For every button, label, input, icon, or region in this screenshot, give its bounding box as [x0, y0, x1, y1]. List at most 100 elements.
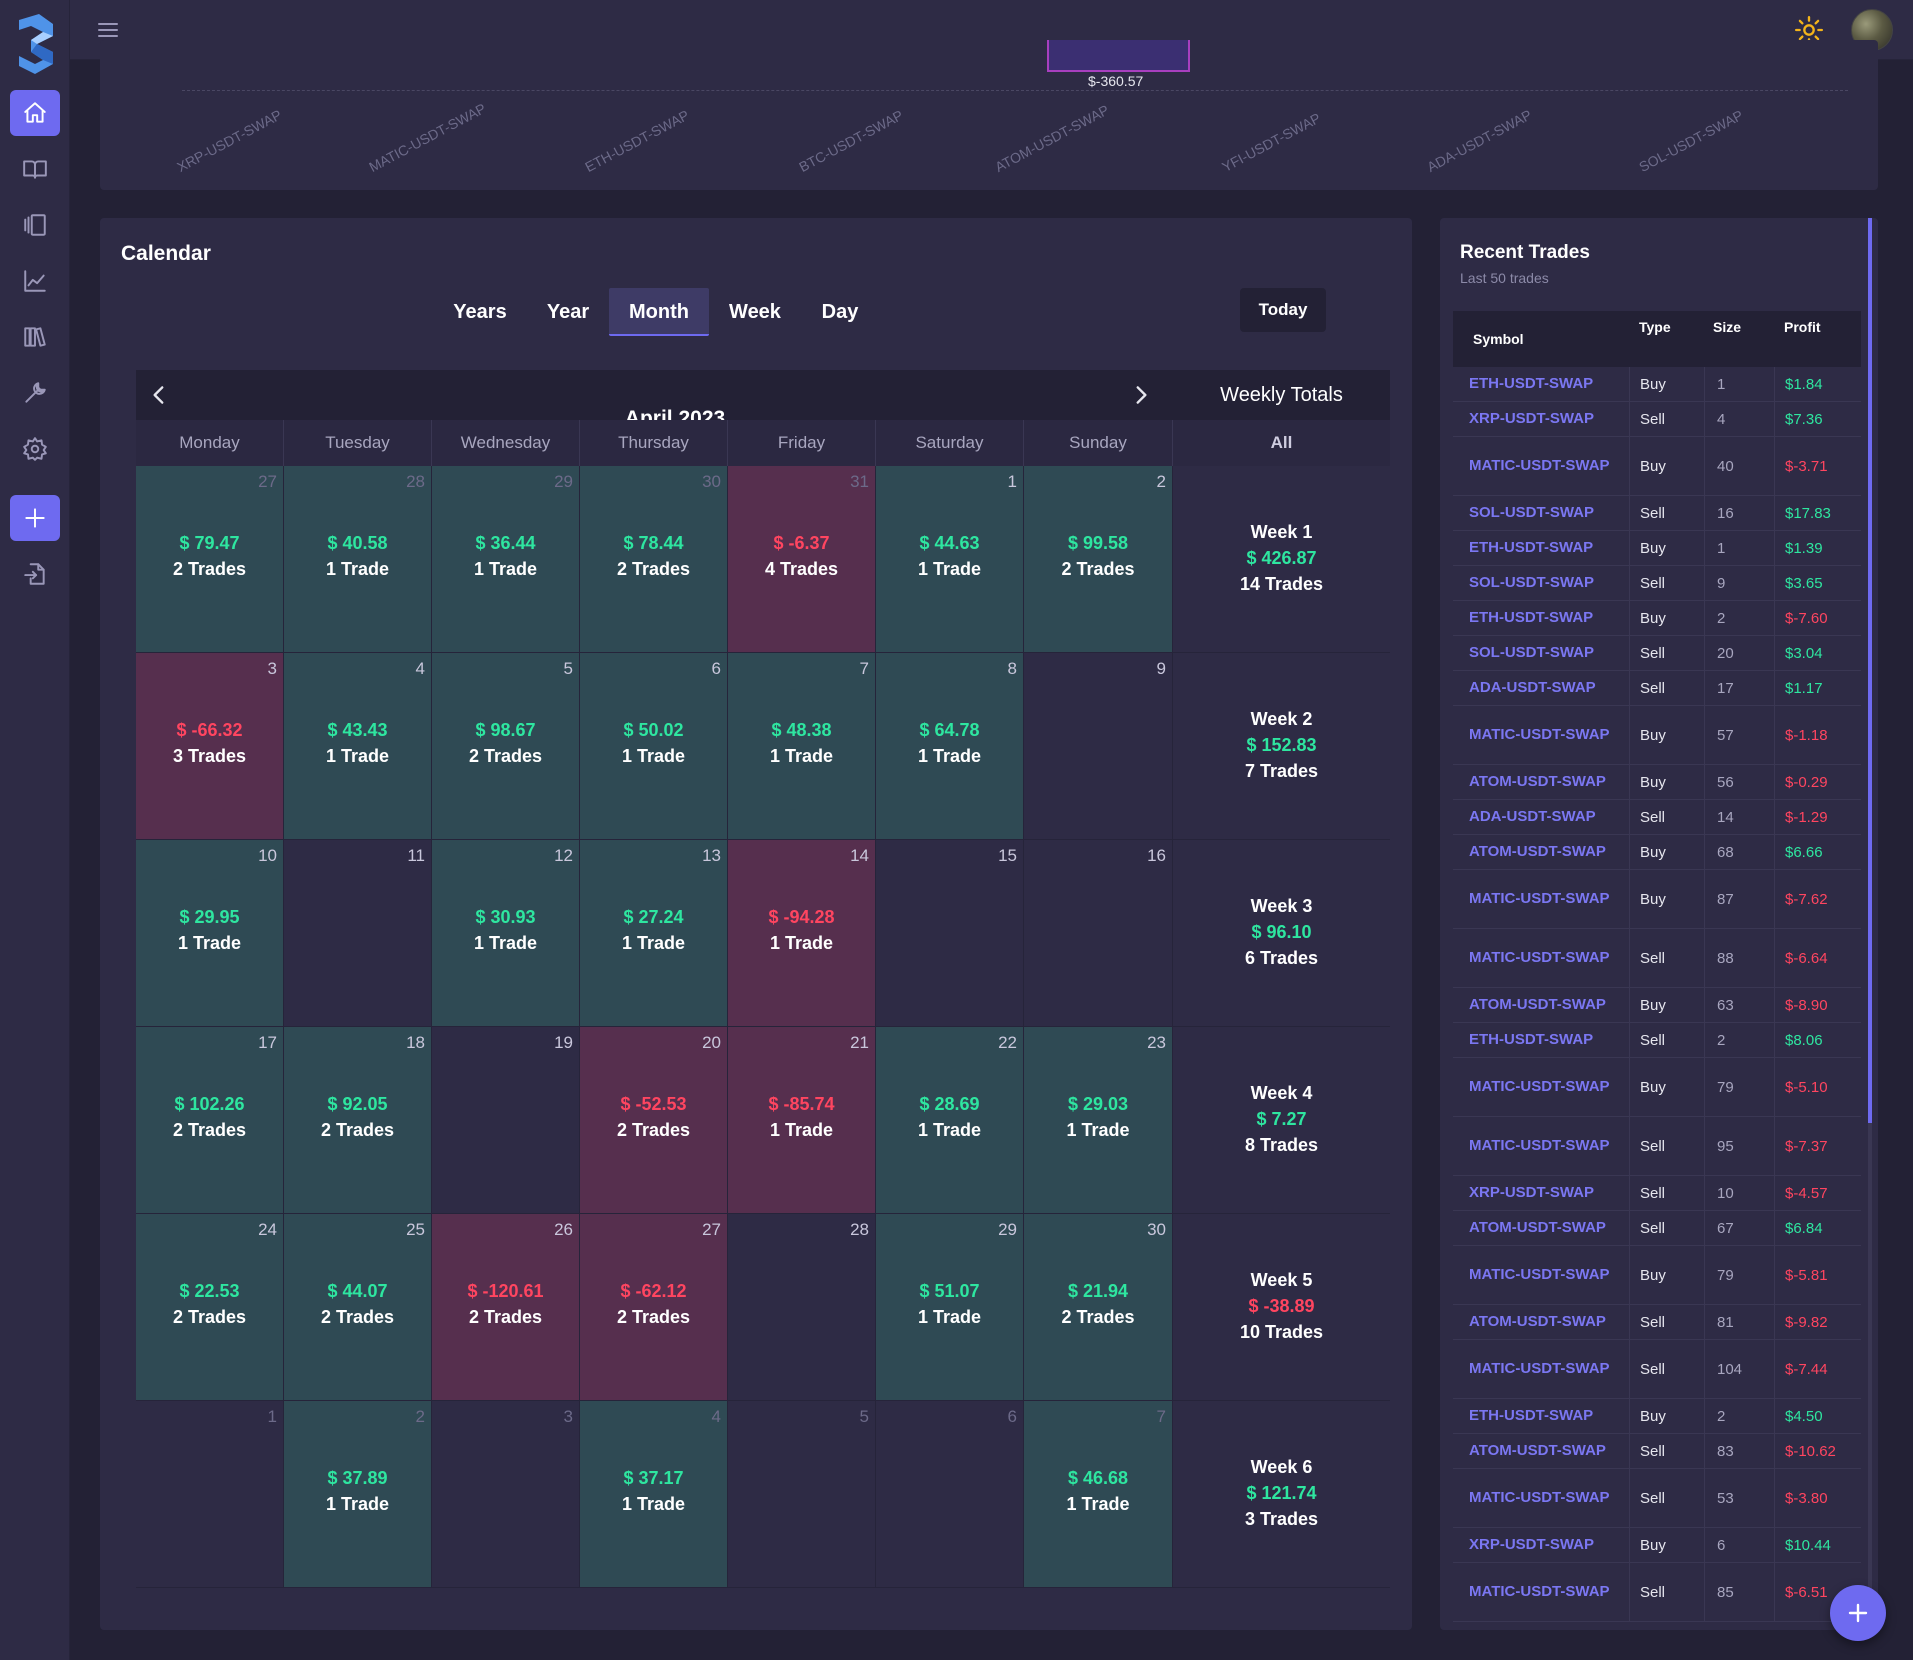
tab-year[interactable]: Year [546, 301, 590, 323]
tab-years[interactable]: Years [453, 301, 507, 323]
calendar-day-cell[interactable]: 11 [284, 840, 432, 1027]
calendar-day-cell[interactable]: 30 $ 78.44 2 Trades [580, 466, 728, 653]
trade-row[interactable]: ETH-USDT-SWAP Buy 2 $-7.60 [1453, 601, 1861, 636]
sidebar-item-playbooks[interactable] [10, 202, 60, 248]
trade-row[interactable]: ETH-USDT-SWAP Buy 2 $4.50 [1453, 1399, 1861, 1434]
weekly-total-cell[interactable]: Week 5 $ -38.89 10 Trades [1173, 1214, 1390, 1401]
trade-row[interactable]: MATIC-USDT-SWAP Buy 57 $-1.18 [1453, 706, 1861, 765]
column-size[interactable]: Size [1713, 319, 1742, 335]
calendar-day-cell[interactable]: 6 [876, 1401, 1024, 1588]
trade-row[interactable]: ATOM-USDT-SWAP Buy 63 $-8.90 [1453, 988, 1861, 1023]
weekly-total-cell[interactable]: Week 4 $ 7.27 8 Trades [1173, 1027, 1390, 1214]
trade-row[interactable]: XRP-USDT-SWAP Sell 10 $-4.57 [1453, 1176, 1861, 1211]
sidebar-item-home[interactable] [10, 90, 60, 136]
weekly-total-cell[interactable]: Week 1 $ 426.87 14 Trades [1173, 466, 1390, 653]
calendar-day-cell[interactable]: 31 $ -6.37 4 Trades [728, 466, 876, 653]
today-button[interactable]: Today [1240, 288, 1326, 332]
sidebar-item-settings[interactable] [10, 426, 60, 472]
calendar-day-cell[interactable]: 2 $ 99.58 2 Trades [1024, 466, 1173, 653]
trade-symbol-link[interactable]: ETH-USDT-SWAP [1453, 601, 1630, 635]
trade-row[interactable]: ETH-USDT-SWAP Buy 1 $1.84 [1453, 367, 1861, 402]
calendar-day-cell[interactable]: 27 $ -62.12 2 Trades [580, 1214, 728, 1401]
chevron-left-icon[interactable] [146, 382, 172, 408]
floating-add-button[interactable] [1830, 1585, 1886, 1641]
trade-symbol-link[interactable]: SOL-USDT-SWAP [1453, 496, 1630, 530]
calendar-day-cell[interactable]: 29 $ 51.07 1 Trade [876, 1214, 1024, 1401]
calendar-day-cell[interactable]: 24 $ 22.53 2 Trades [136, 1214, 284, 1401]
weekly-total-cell[interactable]: Week 6 $ 121.74 3 Trades [1173, 1401, 1390, 1588]
trade-row[interactable]: ATOM-USDT-SWAP Buy 56 $-0.29 [1453, 765, 1861, 800]
trade-symbol-link[interactable]: ATOM-USDT-SWAP [1453, 1434, 1630, 1468]
hamburger-icon[interactable] [96, 18, 120, 42]
calendar-day-cell[interactable]: 25 $ 44.07 2 Trades [284, 1214, 432, 1401]
calendar-day-cell[interactable]: 4 $ 43.43 1 Trade [284, 653, 432, 840]
column-profit[interactable]: Profit [1784, 319, 1821, 335]
trade-symbol-link[interactable]: ADA-USDT-SWAP [1453, 800, 1630, 834]
calendar-day-cell[interactable]: 26 $ -120.61 2 Trades [432, 1214, 580, 1401]
calendar-day-cell[interactable]: 17 $ 102.26 2 Trades [136, 1027, 284, 1214]
tab-week[interactable]: Week [729, 301, 781, 323]
calendar-day-cell[interactable]: 4 $ 37.17 1 Trade [580, 1401, 728, 1588]
trade-row[interactable]: SOL-USDT-SWAP Sell 9 $3.65 [1453, 566, 1861, 601]
calendar-day-cell[interactable]: 5 [728, 1401, 876, 1588]
trade-symbol-link[interactable]: ATOM-USDT-SWAP [1453, 835, 1630, 869]
sidebar-item-library[interactable] [10, 314, 60, 360]
trade-row[interactable]: MATIC-USDT-SWAP Buy 79 $-5.10 [1453, 1058, 1861, 1117]
trade-row[interactable]: MATIC-USDT-SWAP Sell 53 $-3.80 [1453, 1469, 1861, 1528]
trade-symbol-link[interactable]: ATOM-USDT-SWAP [1453, 988, 1630, 1022]
calendar-day-cell[interactable]: 8 $ 64.78 1 Trade [876, 653, 1024, 840]
column-type[interactable]: Type [1639, 319, 1671, 335]
trade-row[interactable]: XRP-USDT-SWAP Buy 6 $10.44 [1453, 1528, 1861, 1563]
sidebar-item-reports[interactable] [10, 258, 60, 304]
trade-row[interactable]: SOL-USDT-SWAP Sell 20 $3.04 [1453, 636, 1861, 671]
calendar-day-cell[interactable]: 7 $ 48.38 1 Trade [728, 653, 876, 840]
all-header[interactable]: All [1270, 433, 1293, 452]
calendar-day-cell[interactable]: 1 $ 44.63 1 Trade [876, 466, 1024, 653]
calendar-day-cell[interactable]: 13 $ 27.24 1 Trade [580, 840, 728, 1027]
tab-day[interactable]: Day [821, 301, 859, 323]
calendar-day-cell[interactable]: 27 $ 79.47 2 Trades [136, 466, 284, 653]
trade-row[interactable]: ATOM-USDT-SWAP Sell 81 $-9.82 [1453, 1305, 1861, 1340]
sidebar-item-add[interactable] [10, 495, 60, 541]
calendar-day-cell[interactable]: 12 $ 30.93 1 Trade [432, 840, 580, 1027]
trade-row[interactable]: MATIC-USDT-SWAP Sell 95 $-7.37 [1453, 1117, 1861, 1176]
trade-row[interactable]: SOL-USDT-SWAP Sell 16 $17.83 [1453, 496, 1861, 531]
trade-symbol-link[interactable]: MATIC-USDT-SWAP [1453, 1469, 1630, 1527]
trade-symbol-link[interactable]: MATIC-USDT-SWAP [1453, 1340, 1630, 1398]
trade-row[interactable]: MATIC-USDT-SWAP Sell 85 $-6.51 [1453, 1563, 1861, 1622]
column-symbol[interactable]: Symbol [1473, 331, 1524, 347]
trade-symbol-link[interactable]: XRP-USDT-SWAP [1453, 402, 1630, 436]
trade-symbol-link[interactable]: MATIC-USDT-SWAP [1453, 870, 1630, 928]
trade-row[interactable]: ADA-USDT-SWAP Sell 17 $1.17 [1453, 671, 1861, 706]
trade-row[interactable]: MATIC-USDT-SWAP Buy 79 $-5.81 [1453, 1246, 1861, 1305]
trade-symbol-link[interactable]: MATIC-USDT-SWAP [1453, 1058, 1630, 1116]
trade-symbol-link[interactable]: ETH-USDT-SWAP [1453, 367, 1630, 401]
trade-symbol-link[interactable]: MATIC-USDT-SWAP [1453, 706, 1630, 764]
sidebar-item-journal[interactable] [10, 146, 60, 192]
calendar-day-cell[interactable]: 28 [728, 1214, 876, 1401]
trade-symbol-link[interactable]: MATIC-USDT-SWAP [1453, 1246, 1630, 1304]
calendar-day-cell[interactable]: 20 $ -52.53 2 Trades [580, 1027, 728, 1214]
trade-symbol-link[interactable]: XRP-USDT-SWAP [1453, 1176, 1630, 1210]
calendar-day-cell[interactable]: 3 [432, 1401, 580, 1588]
calendar-day-cell[interactable]: 19 [432, 1027, 580, 1214]
calendar-day-cell[interactable]: 6 $ 50.02 1 Trade [580, 653, 728, 840]
calendar-day-cell[interactable]: 3 $ -66.32 3 Trades [136, 653, 284, 840]
trade-row[interactable]: ETH-USDT-SWAP Buy 1 $1.39 [1453, 531, 1861, 566]
trade-symbol-link[interactable]: ATOM-USDT-SWAP [1453, 1211, 1630, 1245]
calendar-day-cell[interactable]: 1 [136, 1401, 284, 1588]
trade-symbol-link[interactable]: SOL-USDT-SWAP [1453, 566, 1630, 600]
calendar-day-cell[interactable]: 9 [1024, 653, 1173, 840]
trade-symbol-link[interactable]: ATOM-USDT-SWAP [1453, 765, 1630, 799]
app-logo[interactable] [17, 14, 55, 74]
chart-bar-atom[interactable] [1047, 40, 1190, 72]
trade-symbol-link[interactable]: ETH-USDT-SWAP [1453, 1399, 1630, 1433]
calendar-day-cell[interactable]: 29 $ 36.44 1 Trade [432, 466, 580, 653]
sidebar-item-import[interactable] [10, 551, 60, 597]
trade-row[interactable]: MATIC-USDT-SWAP Sell 104 $-7.44 [1453, 1340, 1861, 1399]
trade-row[interactable]: MATIC-USDT-SWAP Sell 88 $-6.64 [1453, 929, 1861, 988]
trade-row[interactable]: MATIC-USDT-SWAP Buy 87 $-7.62 [1453, 870, 1861, 929]
calendar-day-cell[interactable]: 10 $ 29.95 1 Trade [136, 840, 284, 1027]
trade-row[interactable]: ETH-USDT-SWAP Sell 2 $8.06 [1453, 1023, 1861, 1058]
trade-row[interactable]: MATIC-USDT-SWAP Buy 40 $-3.71 [1453, 437, 1861, 496]
